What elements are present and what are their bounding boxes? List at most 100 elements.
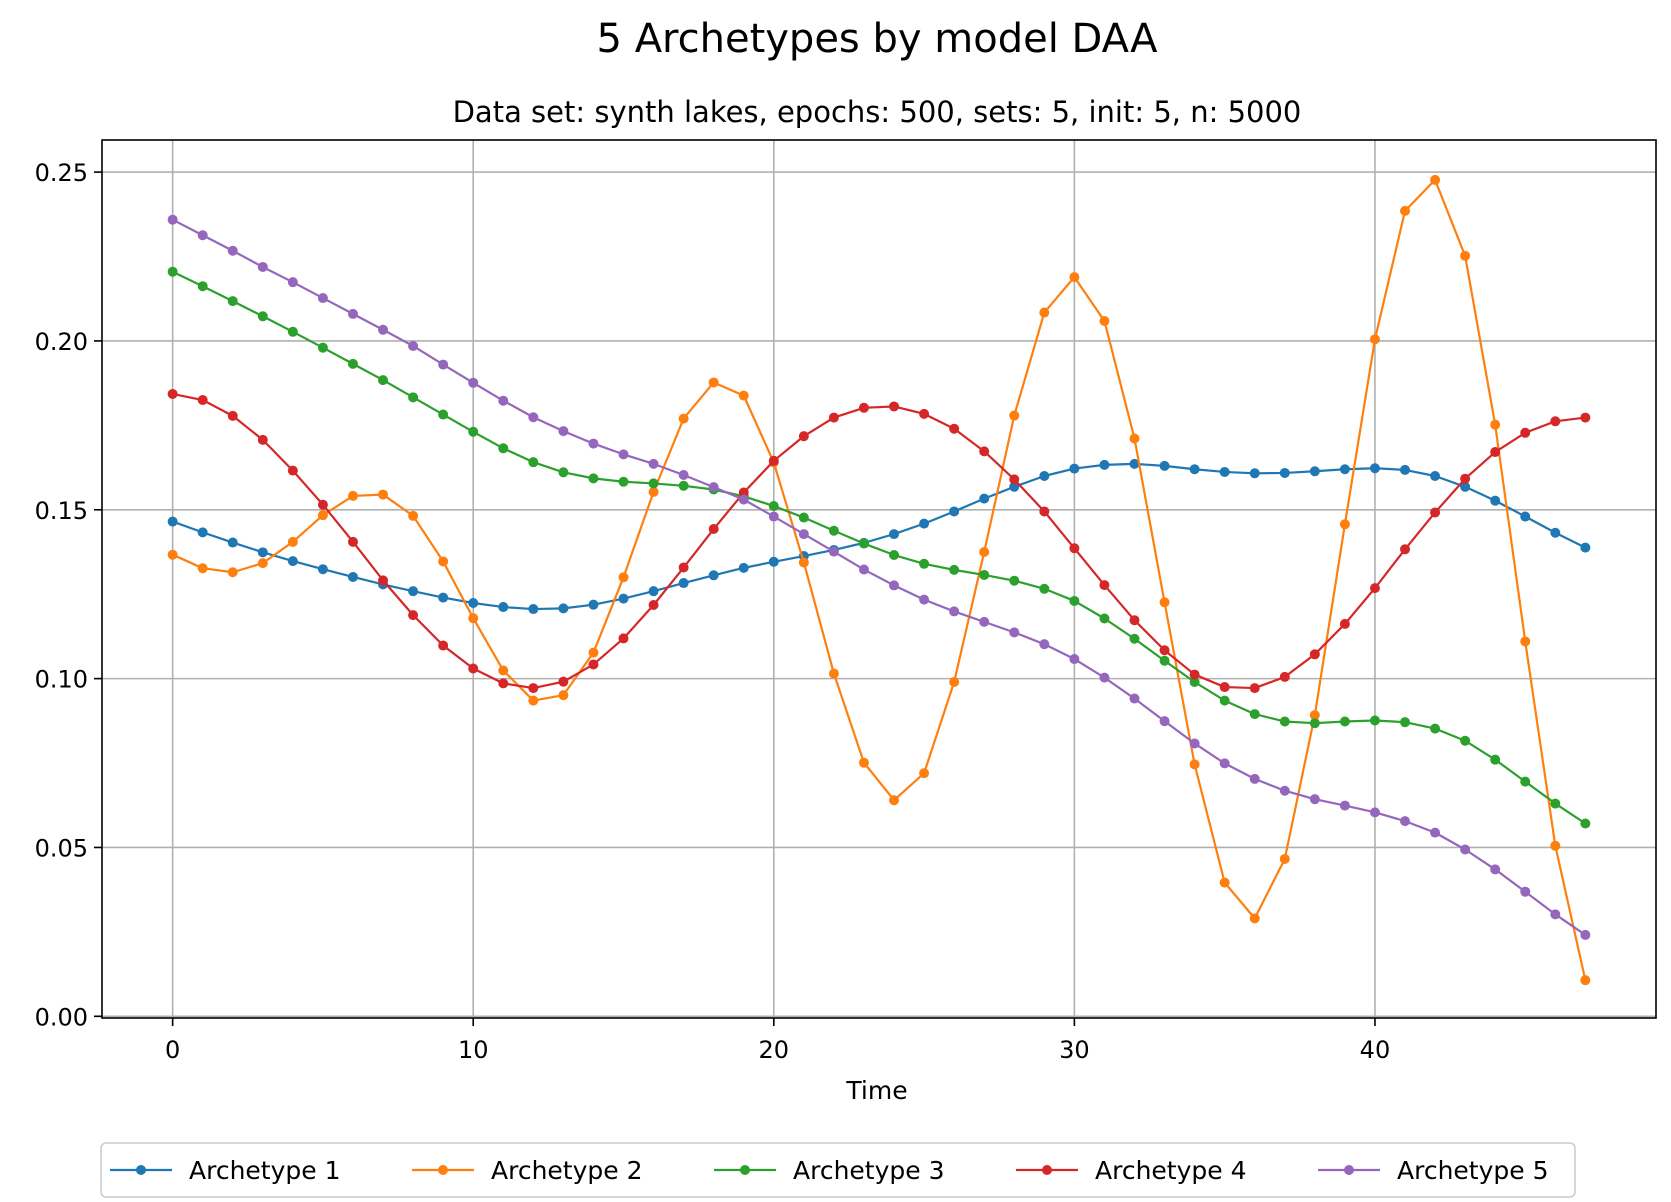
data-point — [227, 410, 238, 421]
data-point — [828, 525, 839, 536]
data-point — [558, 467, 569, 478]
data-point — [438, 409, 449, 420]
data-point — [678, 469, 689, 480]
data-point — [1339, 519, 1350, 530]
data-point — [1279, 716, 1290, 727]
data-point — [1279, 467, 1290, 478]
data-point — [498, 395, 509, 406]
data-point — [378, 489, 389, 500]
data-point — [919, 558, 930, 569]
data-point — [738, 487, 749, 498]
data-point — [1430, 471, 1441, 481]
y-tick-label: 0.15 — [35, 497, 88, 525]
data-point — [768, 556, 779, 567]
data-point — [1069, 595, 1080, 606]
data-point — [1309, 718, 1320, 729]
legend-entry: Archetype 4 — [1016, 1156, 1247, 1185]
data-point — [979, 569, 990, 580]
plot-frame — [101, 139, 1657, 1019]
legend-entry: Archetype 2 — [412, 1156, 643, 1185]
legend-label: Archetype 1 — [189, 1156, 341, 1185]
data-point — [708, 570, 719, 581]
data-point — [257, 261, 268, 272]
data-point — [618, 449, 629, 460]
data-point — [468, 377, 479, 388]
data-point — [197, 281, 208, 292]
data-point — [1129, 693, 1140, 704]
y-tick-label: 0.10 — [35, 666, 88, 694]
data-point — [227, 537, 238, 548]
data-point — [1189, 464, 1200, 475]
data-point — [1009, 627, 1020, 638]
data-point — [1189, 677, 1200, 687]
data-point — [197, 527, 208, 538]
data-point — [889, 550, 900, 561]
data-point — [678, 562, 689, 573]
legend-entry: Archetype 5 — [1318, 1156, 1549, 1185]
data-point — [528, 683, 539, 694]
data-point — [438, 359, 449, 370]
series-layer — [167, 174, 1591, 986]
data-point — [317, 342, 328, 353]
data-point — [1039, 471, 1050, 481]
data-point — [1219, 682, 1230, 693]
data-point — [738, 562, 749, 573]
data-point — [1039, 583, 1050, 594]
data-point — [347, 308, 358, 319]
data-point — [1550, 909, 1561, 920]
series-line — [172, 462, 1586, 611]
legend-marker — [740, 1165, 750, 1175]
data-point — [1550, 840, 1561, 851]
data-point — [378, 375, 389, 386]
data-point — [468, 613, 479, 624]
data-point — [1430, 723, 1441, 734]
data-point — [1309, 649, 1320, 660]
data-point — [317, 564, 328, 575]
data-point — [738, 494, 749, 505]
data-point — [347, 358, 358, 369]
data-point — [1550, 798, 1561, 809]
data-point — [227, 296, 238, 307]
data-point — [798, 512, 809, 523]
data-point — [347, 571, 358, 582]
data-point — [528, 695, 539, 706]
data-point — [1580, 929, 1591, 940]
data-point — [1339, 464, 1350, 475]
data-point — [798, 557, 809, 568]
data-point — [919, 768, 930, 779]
data-point — [1520, 776, 1531, 787]
data-point — [1189, 759, 1200, 770]
data-point — [528, 457, 539, 468]
legend-marker — [438, 1165, 448, 1175]
data-point — [1550, 527, 1561, 538]
data-point — [588, 647, 599, 658]
series-line — [172, 178, 1587, 981]
legend-label: Archetype 2 — [491, 1156, 643, 1185]
data-point — [1460, 473, 1471, 484]
series-line — [172, 218, 1586, 936]
data-point — [1550, 416, 1561, 427]
data-point — [1189, 669, 1200, 680]
data-point — [1520, 636, 1531, 647]
data-point — [317, 499, 328, 510]
data-point — [1189, 738, 1200, 749]
legend-label: Archetype 4 — [1095, 1156, 1247, 1185]
data-point — [1460, 481, 1471, 492]
data-point — [1430, 507, 1441, 518]
data-point — [1159, 597, 1170, 608]
x-tick-label: 0 — [165, 1036, 180, 1064]
data-point — [708, 377, 719, 388]
data-point — [1009, 410, 1020, 421]
data-point — [1580, 975, 1591, 986]
data-point — [1460, 735, 1471, 746]
data-point — [317, 293, 328, 304]
data-point — [588, 599, 599, 610]
data-point — [558, 603, 569, 614]
data-point — [498, 602, 509, 613]
data-point — [558, 690, 569, 701]
data-point — [1249, 913, 1260, 924]
data-point — [1309, 710, 1320, 721]
data-point — [1400, 816, 1411, 827]
data-point — [678, 413, 689, 424]
